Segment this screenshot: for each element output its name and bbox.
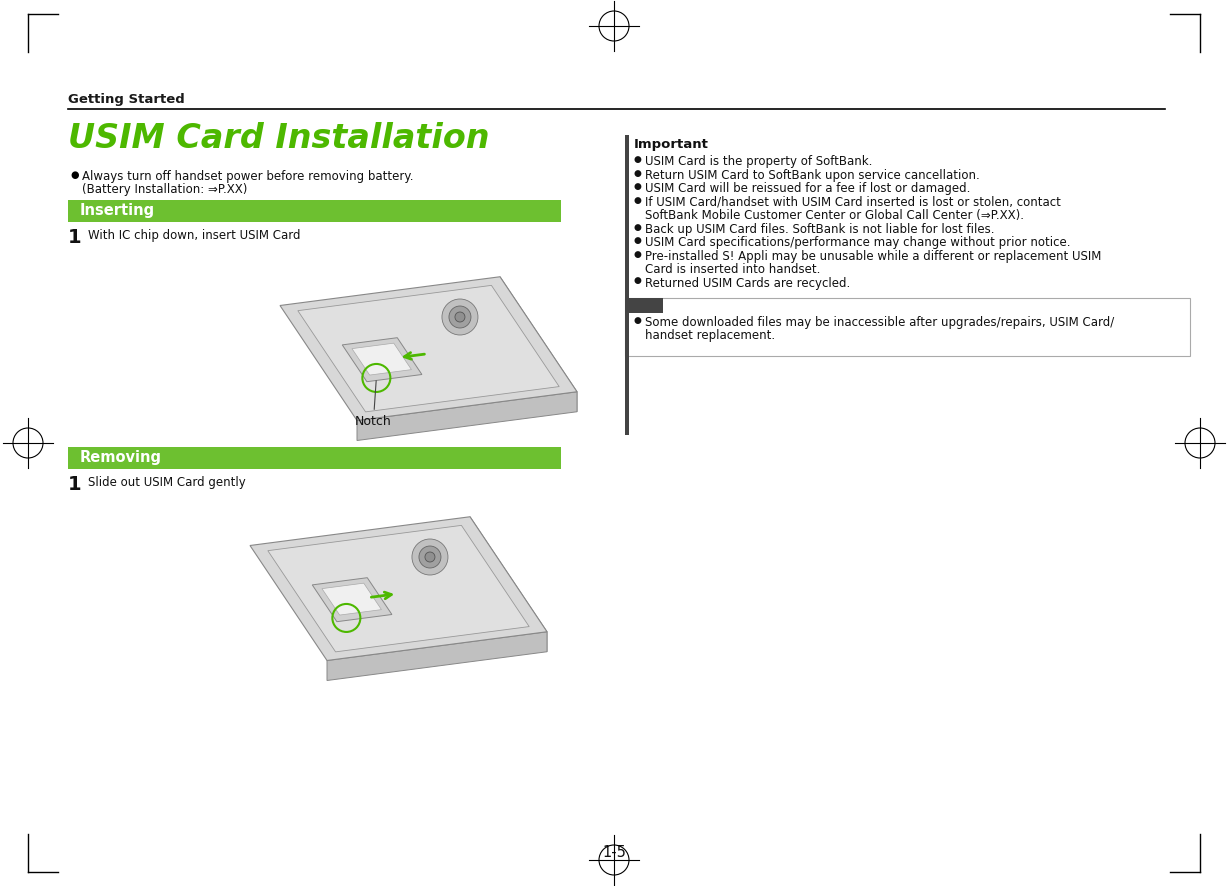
Text: ●: ● xyxy=(634,236,642,245)
Text: 1-5: 1-5 xyxy=(602,845,626,860)
Text: ●: ● xyxy=(634,168,642,177)
Text: Slide out USIM Card gently: Slide out USIM Card gently xyxy=(88,476,246,489)
Text: USIM Card Installation: USIM Card Installation xyxy=(68,122,490,155)
Text: 1: 1 xyxy=(68,475,81,494)
Polygon shape xyxy=(327,632,546,680)
Bar xyxy=(68,200,561,222)
Circle shape xyxy=(449,306,472,328)
Text: USIM Card is the property of SoftBank.: USIM Card is the property of SoftBank. xyxy=(645,155,872,168)
Polygon shape xyxy=(280,276,577,421)
Bar xyxy=(68,447,561,469)
Text: Pre-installed S! Appli may be unusable while a different or replacement USIM: Pre-installed S! Appli may be unusable w… xyxy=(645,250,1102,262)
Polygon shape xyxy=(343,338,422,382)
Bar xyxy=(625,298,1190,356)
Circle shape xyxy=(425,552,435,562)
Text: Removing: Removing xyxy=(80,450,162,465)
Text: With IC chip down, insert USIM Card: With IC chip down, insert USIM Card xyxy=(88,229,301,242)
Text: 1: 1 xyxy=(68,228,81,247)
Polygon shape xyxy=(357,392,577,440)
Text: Note: Note xyxy=(628,300,658,310)
Text: USIM Card will be reissued for a fee if lost or damaged.: USIM Card will be reissued for a fee if … xyxy=(645,182,970,195)
Polygon shape xyxy=(312,578,392,622)
Text: ●: ● xyxy=(634,155,642,164)
Text: Important: Important xyxy=(634,138,709,151)
Text: Notch: Notch xyxy=(355,381,392,428)
Text: ●: ● xyxy=(634,250,642,259)
Polygon shape xyxy=(251,517,546,660)
Text: ●: ● xyxy=(634,196,642,205)
Polygon shape xyxy=(298,285,559,412)
Text: ●: ● xyxy=(634,316,642,325)
Text: handset replacement.: handset replacement. xyxy=(645,329,775,342)
Bar xyxy=(625,298,663,313)
Text: Card is inserted into handset.: Card is inserted into handset. xyxy=(645,263,820,276)
Text: Back up USIM Card files. SoftBank is not liable for lost files.: Back up USIM Card files. SoftBank is not… xyxy=(645,222,995,236)
Text: ●: ● xyxy=(70,170,79,180)
Text: Always turn off handset power before removing battery.: Always turn off handset power before rem… xyxy=(82,170,414,183)
Text: ●: ● xyxy=(634,276,642,285)
Text: Getting Started: Getting Started xyxy=(68,93,184,106)
Circle shape xyxy=(411,539,448,575)
Circle shape xyxy=(442,299,478,335)
Polygon shape xyxy=(500,276,577,412)
Circle shape xyxy=(454,312,465,322)
Text: If USIM Card/handset with USIM Card inserted is lost or stolen, contact: If USIM Card/handset with USIM Card inse… xyxy=(645,196,1061,208)
Text: Return USIM Card to SoftBank upon service cancellation.: Return USIM Card to SoftBank upon servic… xyxy=(645,168,980,182)
Text: USIM Card specifications/performance may change without prior notice.: USIM Card specifications/performance may… xyxy=(645,236,1071,249)
Text: ●: ● xyxy=(634,222,642,231)
Text: Some downloaded files may be inaccessible after upgrades/repairs, USIM Card/: Some downloaded files may be inaccessibl… xyxy=(645,316,1114,329)
Text: ●: ● xyxy=(634,182,642,191)
Text: SoftBank Mobile Customer Center or Global Call Center (⇒P.XX).: SoftBank Mobile Customer Center or Globa… xyxy=(645,209,1024,222)
Circle shape xyxy=(419,546,441,568)
Polygon shape xyxy=(470,517,546,652)
Polygon shape xyxy=(352,343,411,375)
Polygon shape xyxy=(322,583,382,615)
Bar xyxy=(625,135,629,435)
Text: Returned USIM Cards are recycled.: Returned USIM Cards are recycled. xyxy=(645,276,850,290)
Polygon shape xyxy=(268,525,529,652)
Text: Inserting: Inserting xyxy=(80,203,155,218)
Text: (Battery Installation: ⇒P.XX): (Battery Installation: ⇒P.XX) xyxy=(82,183,247,196)
